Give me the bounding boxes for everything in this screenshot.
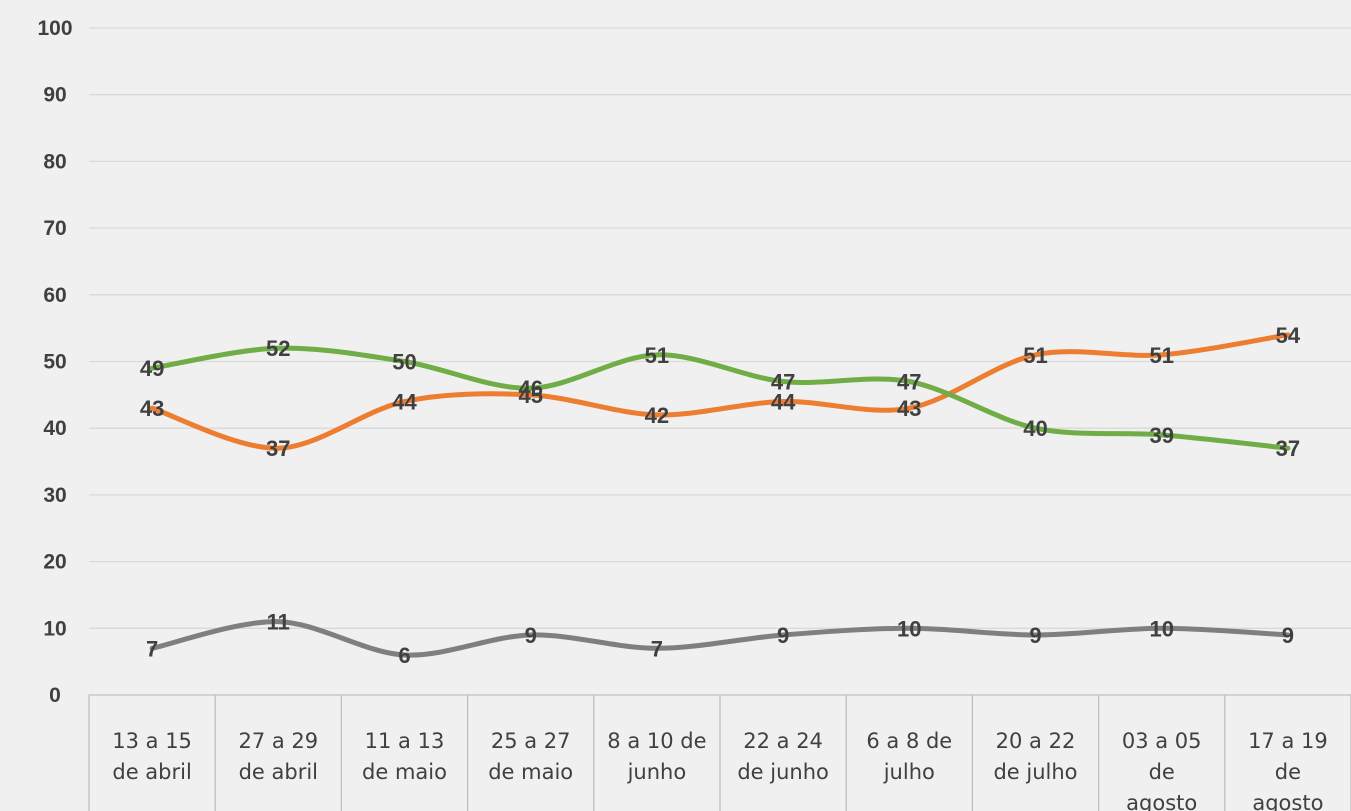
data-label: 51: [1023, 343, 1047, 368]
x-tick-label-line: julho: [883, 760, 935, 784]
data-label: 47: [897, 370, 921, 395]
gridlines: [89, 27, 1351, 629]
data-label: 10: [1149, 616, 1173, 641]
x-tick-label-line: de: [1149, 760, 1175, 784]
x-tick-label: 11 a 13 de maio: [362, 729, 447, 784]
y-tick-label: 20: [43, 551, 66, 574]
data-label: 49: [140, 356, 164, 381]
data-label: 52: [266, 336, 290, 361]
x-tick-label: 03 a 05 de agosto: [1122, 729, 1202, 811]
data-label: 11: [267, 610, 290, 635]
data-label: 40: [1023, 416, 1047, 441]
y-tick-label: 90: [43, 84, 66, 107]
data-label: 6: [398, 643, 410, 668]
series-lines: [149, 332, 1291, 658]
data-label: 44: [392, 390, 417, 415]
x-tick-label-line: 17 a 19: [1248, 729, 1328, 753]
x-tick-label-line: 11 a 13: [365, 729, 445, 753]
x-tick-label: 27 a 29 de abril: [238, 729, 318, 784]
x-tick-label: 22 a 24 de junho: [737, 729, 829, 784]
data-label: 51: [645, 343, 669, 368]
data-label: 51: [1149, 343, 1173, 368]
data-label: 9: [1029, 623, 1041, 648]
data-label: 46: [518, 376, 542, 401]
x-tick-label: 8 a 10 de junho: [607, 729, 706, 784]
x-tick-label-line: 6 a 8 de: [866, 729, 952, 753]
data-label: 7: [146, 636, 158, 661]
y-tick-label: 40: [43, 417, 66, 440]
y-tick-label: 80: [43, 150, 66, 173]
x-axis: 13 a 15 de abril 27 a 29 de abril 11 a 13 de …: [88, 694, 1351, 811]
data-label: 9: [1282, 623, 1294, 648]
data-label: 44: [771, 390, 796, 415]
data-label: 42: [645, 403, 669, 428]
data-label: 37: [1276, 436, 1300, 461]
x-tick-label-line: 03 a 05: [1122, 729, 1202, 753]
x-tick-label-line: 27 a 29: [238, 729, 318, 753]
data-label: 10: [897, 616, 921, 641]
data-label: 9: [525, 623, 537, 648]
y-tick-label: 70: [43, 217, 66, 240]
data-labels: 43 37 44 45 42 44 43 51 51 54 49 52 50 46 51 47 47 40 39 37…: [140, 323, 1301, 668]
x-tick-label: 17 a 19 de agosto: [1248, 729, 1328, 811]
x-tick-label-line: de abril: [112, 760, 191, 784]
x-tick-label-line: de junho: [737, 760, 829, 784]
data-label: 50: [392, 350, 416, 375]
data-label: 43: [140, 396, 164, 421]
x-tick-label-line: de julho: [993, 760, 1077, 784]
data-label: 47: [771, 370, 795, 395]
data-label: 39: [1149, 423, 1173, 448]
series-line-0: [149, 332, 1291, 451]
x-tick-label-line: de maio: [362, 760, 447, 784]
series-line-2: [149, 619, 1291, 658]
data-label: 43: [897, 396, 921, 421]
y-tick-label: 10: [43, 617, 66, 640]
series-line-1: [149, 345, 1291, 451]
x-tick-label: 25 a 27 de maio: [488, 729, 573, 784]
data-label: 9: [777, 623, 789, 648]
data-label: 7: [651, 636, 663, 661]
x-tick-label-line: junho: [627, 760, 687, 784]
x-tick-label-line: 8 a 10 de: [607, 729, 706, 753]
x-tick-label-line: 25 a 27: [491, 729, 571, 753]
x-tick-label: 6 a 8 de julho: [866, 729, 952, 784]
data-label: 45: [518, 383, 542, 408]
x-tick-label-line: 20 a 22: [996, 729, 1076, 753]
data-label: 37: [266, 436, 290, 461]
x-tick-label-line: de abril: [239, 760, 318, 784]
y-tick-label: 100: [37, 17, 72, 40]
data-label: 54: [1276, 323, 1301, 348]
x-tick-label-line: 13 a 15: [112, 729, 192, 753]
x-tick-label: 13 a 15 de abril: [112, 729, 192, 784]
x-tick-label-line: 22 a 24: [743, 729, 823, 753]
y-tick-label: 50: [43, 351, 66, 374]
y-tick-label: 30: [43, 484, 66, 507]
x-tick-label: 20 a 22 de julho: [993, 729, 1077, 784]
y-tick-label: 60: [43, 284, 66, 307]
y-tick-label: 0: [49, 684, 61, 707]
y-axis: 0 10 20 30 40 50 60 70 80 90 100: [37, 17, 72, 707]
x-tick-label-line: agosto: [1126, 791, 1197, 811]
x-tick-label-line: de: [1275, 760, 1301, 784]
x-tick-label-line: de maio: [488, 760, 573, 784]
x-tick-label-line: agosto: [1252, 791, 1323, 811]
